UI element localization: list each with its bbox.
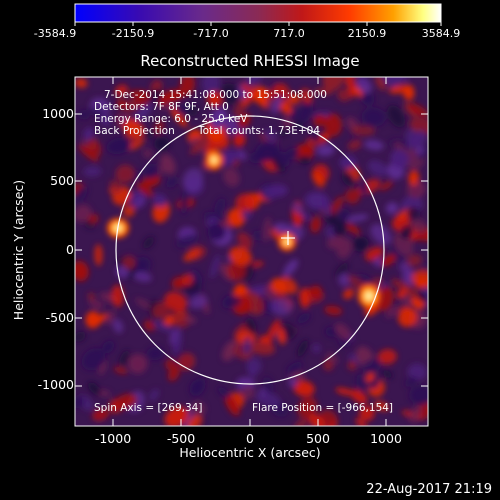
plot-timestamp: 22-Aug-2017 21:19 — [366, 482, 492, 497]
axis-tick-marks — [75, 77, 428, 426]
colorbar-tick-label: -717.0 — [193, 27, 229, 40]
flare-position-text: Flare Position = [-966,154] — [252, 402, 394, 414]
colorbar-tick-label: -2150.9 — [111, 27, 155, 40]
solar-limb-circle — [115, 115, 385, 385]
colorbar — [74, 3, 442, 23]
x-axis-label: Heliocentric X (arcsec) — [179, 445, 321, 460]
time-range: 7-Dec-2014 15:41:08.000 to 15:51:08.000 — [104, 89, 327, 101]
x-tick-label: 0 — [246, 431, 254, 446]
colorbar-tick-label: 717.0 — [273, 27, 305, 40]
energy-range: Energy Range: 6.0 - 25.0 keV — [94, 113, 248, 125]
y-tick-label: 0 — [66, 242, 74, 257]
reconstructed-image — [75, 77, 428, 426]
colorbar-tick-marks — [74, 22, 442, 26]
colorbar-tick-label: -3584.9 — [33, 27, 77, 40]
y-tick-label: -1000 — [37, 377, 74, 392]
y-tick-label: 500 — [50, 173, 74, 188]
x-tick-label: 500 — [306, 431, 330, 446]
total-counts: Total counts: 1.73E+04 — [198, 125, 321, 137]
method-info: Back Projection — [94, 125, 175, 137]
colorbar-tick-label: 2150.9 — [347, 27, 387, 40]
image-title: Reconstructed RHESSI Image — [140, 52, 360, 70]
x-tick-label: 1000 — [370, 431, 402, 446]
y-tick-label: -500 — [45, 310, 74, 325]
colorbar-tick-label: 3584.9 — [421, 27, 461, 40]
spin-axis-marker — [281, 231, 295, 245]
y-tick-label: 1000 — [42, 106, 74, 121]
x-tick-label: -1000 — [94, 431, 132, 446]
detectors-info: Detectors: 7F 8F 9F, Att 0 — [94, 101, 229, 113]
plot-frame — [74, 76, 429, 427]
y-axis-label: Heliocentric Y (arcsec) — [10, 179, 26, 321]
x-tick-label: -500 — [166, 431, 196, 446]
spin-axis-text: Spin Axis = [269,34] — [94, 402, 203, 414]
